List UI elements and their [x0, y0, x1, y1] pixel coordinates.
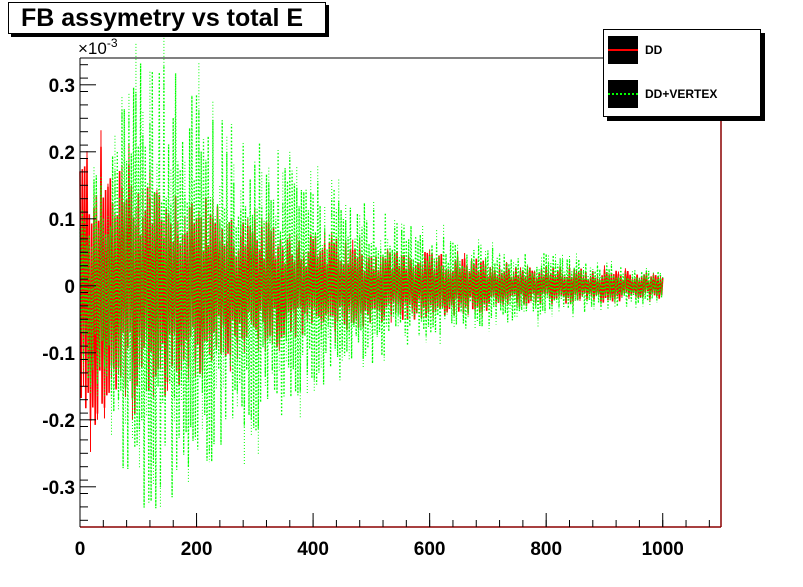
- y-tick-label: 0.3: [49, 76, 75, 97]
- x-tick-label: 200: [181, 539, 213, 560]
- y-tick-label: 0: [64, 277, 75, 298]
- axes: 0 200 400 600 800 1000 0.3 0.2 0.1 0 -0.1 -0.2 -0.3: [42, 64, 710, 560]
- legend-line-dd-vertex: [608, 93, 638, 95]
- series-layer: [79, 22, 664, 509]
- y-tick-label: 0.2: [49, 143, 75, 164]
- legend-label-dd: DD: [645, 43, 663, 57]
- y-tick-label: -0.3: [42, 478, 75, 499]
- x-tick-label: 600: [414, 539, 446, 560]
- legend-entry-dd: DD: [608, 36, 758, 64]
- x-tick-label: 1000: [642, 539, 684, 560]
- y-tick-label: -0.1: [42, 344, 75, 365]
- y-axis-multiplier: ×10-3: [78, 36, 118, 58]
- series-line: [79, 146, 664, 425]
- series-line: [79, 63, 664, 509]
- x-tick-label: 0: [75, 539, 86, 560]
- x-tick-label: 800: [530, 539, 562, 560]
- legend-label-dd-vertex: DD+VERTEX: [645, 87, 718, 101]
- legend: DD DD+VERTEX: [603, 29, 761, 117]
- y-tick-label: 0.1: [49, 210, 76, 231]
- x-tick-label: 400: [297, 539, 329, 560]
- legend-line-dd: [608, 49, 638, 51]
- y-tick-label: -0.2: [42, 411, 75, 432]
- chart-title: FB assymetry vs total E: [8, 2, 326, 34]
- legend-entry-dd-vertex: DD+VERTEX: [608, 80, 758, 108]
- series-dd-vertex: [79, 22, 664, 509]
